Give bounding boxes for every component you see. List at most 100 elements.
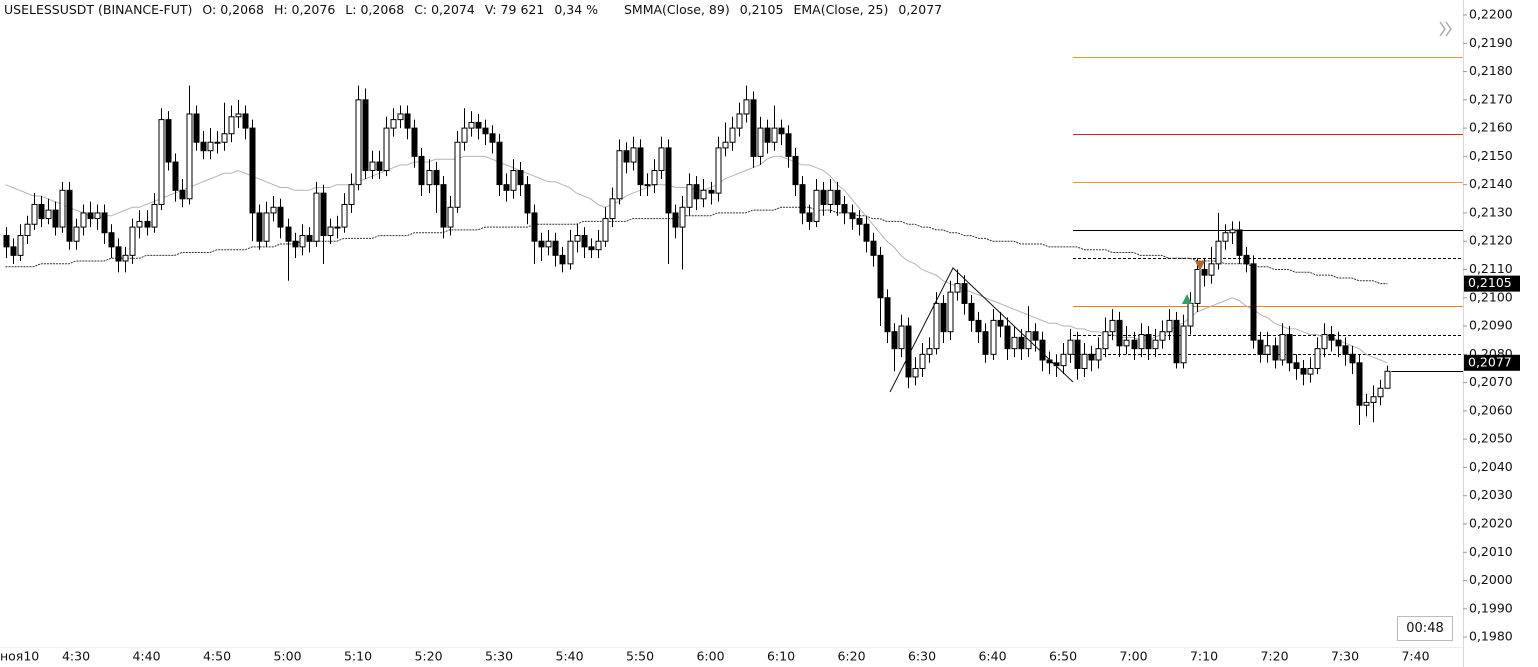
- candle-body: [715, 147, 722, 194]
- candle-body: [1194, 268, 1201, 304]
- candle-body: [45, 209, 52, 220]
- candle-body: [1272, 345, 1279, 361]
- candle-body: [736, 113, 743, 129]
- candle-body: [221, 133, 228, 143]
- candle-body: [482, 127, 489, 135]
- candle-body: [1123, 339, 1130, 347]
- candle-body: [1363, 401, 1370, 406]
- countdown: 00:48: [1397, 616, 1453, 641]
- candle-body: [179, 189, 186, 200]
- candle-body: [306, 235, 313, 242]
- candle-body: [440, 184, 447, 228]
- candle-body: [1201, 268, 1208, 276]
- candle-body: [524, 184, 531, 214]
- candle-body: [1307, 367, 1314, 375]
- price-label-box: [1464, 354, 1520, 371]
- candle-body: [313, 192, 320, 242]
- x-tick-label: 6:20: [837, 649, 865, 664]
- candle-body: [884, 297, 891, 333]
- candle-body: [1384, 370, 1391, 389]
- candle-body: [277, 206, 284, 228]
- candle-body: [1250, 263, 1257, 341]
- candle-body: [1377, 387, 1384, 398]
- y-tick-label: 0,2060: [1469, 402, 1513, 417]
- stat: C: 0,2074: [414, 2, 475, 17]
- x-tick-label: 5:30: [485, 649, 513, 664]
- candle-body: [270, 206, 277, 214]
- candle-body: [299, 235, 306, 248]
- stat: V: 79 621: [484, 2, 545, 17]
- candle-body: [249, 127, 256, 214]
- candle-body: [1180, 325, 1187, 364]
- candle-body: [454, 141, 461, 208]
- price-label-box: [1464, 275, 1520, 292]
- candle-body: [1102, 331, 1109, 350]
- candle-body: [743, 99, 750, 115]
- candle-body: [334, 226, 341, 229]
- x-tick-label: 5:00: [273, 649, 301, 664]
- candle-body: [644, 184, 651, 187]
- y-tick-label: 0,2120: [1469, 233, 1513, 248]
- candle-body: [912, 367, 919, 378]
- x-tick-label: 5:20: [414, 649, 442, 664]
- candle-body: [10, 246, 17, 256]
- candle-body: [630, 147, 637, 163]
- candle-body: [165, 119, 172, 163]
- candle-body: [1321, 334, 1328, 350]
- candle-body: [820, 189, 827, 205]
- candle-body: [80, 212, 87, 228]
- candle-body: [623, 150, 630, 163]
- candle-body: [531, 212, 538, 242]
- candle-body: [510, 170, 517, 191]
- y-tick-label: 0,1990: [1469, 600, 1513, 615]
- candle-body: [1131, 339, 1138, 350]
- candle-body: [1109, 319, 1116, 333]
- x-tick-label: 7:20: [1260, 649, 1288, 664]
- candle-body: [144, 220, 151, 228]
- candle-body: [1370, 396, 1377, 403]
- candle-body: [813, 189, 820, 222]
- y-tick-label: 0,2030: [1469, 487, 1513, 502]
- candle-body: [1279, 334, 1286, 361]
- candle-body: [447, 206, 454, 228]
- buy-marker: [1182, 294, 1192, 304]
- candle-body: [975, 319, 982, 333]
- candle-body: [17, 235, 24, 256]
- candle-body: [919, 353, 926, 369]
- x-tick-label: 4:40: [132, 649, 160, 664]
- candle-body: [24, 223, 31, 237]
- candle-body: [390, 119, 397, 129]
- candle-body: [38, 203, 45, 220]
- expand-icon[interactable]: [1439, 21, 1446, 37]
- candle-body: [982, 331, 989, 355]
- y-tick-label: 0,2100: [1469, 289, 1513, 304]
- candle-body: [31, 203, 38, 225]
- candle-body: [1152, 339, 1159, 350]
- candle-body: [841, 203, 848, 214]
- candle-body: [1088, 353, 1095, 361]
- candle-body: [1293, 362, 1300, 369]
- candle-body: [1138, 334, 1145, 350]
- candle-body: [1004, 325, 1011, 350]
- indicator-value: 0,2105: [739, 2, 784, 17]
- candle-body: [559, 254, 566, 265]
- candle-body: [771, 127, 778, 143]
- candle-body: [729, 127, 736, 143]
- candle-body: [764, 127, 771, 143]
- expand-icon-part[interactable]: [1445, 21, 1452, 37]
- candle-body: [990, 319, 997, 355]
- candle-body: [1264, 345, 1271, 355]
- indicator-value: 0,2077: [898, 2, 943, 17]
- candle-body: [926, 348, 933, 355]
- candle-body: [1145, 334, 1152, 350]
- candle-body: [433, 170, 440, 186]
- candle-body: [242, 113, 249, 129]
- candle-body: [933, 302, 940, 350]
- candle-body: [1060, 353, 1067, 367]
- candle-body: [1018, 336, 1025, 350]
- candle-body: [1039, 339, 1046, 361]
- candle-body: [686, 184, 693, 208]
- candle-body: [496, 141, 503, 186]
- candle-body: [1159, 331, 1166, 341]
- y-tick-label: 0,2150: [1469, 148, 1513, 163]
